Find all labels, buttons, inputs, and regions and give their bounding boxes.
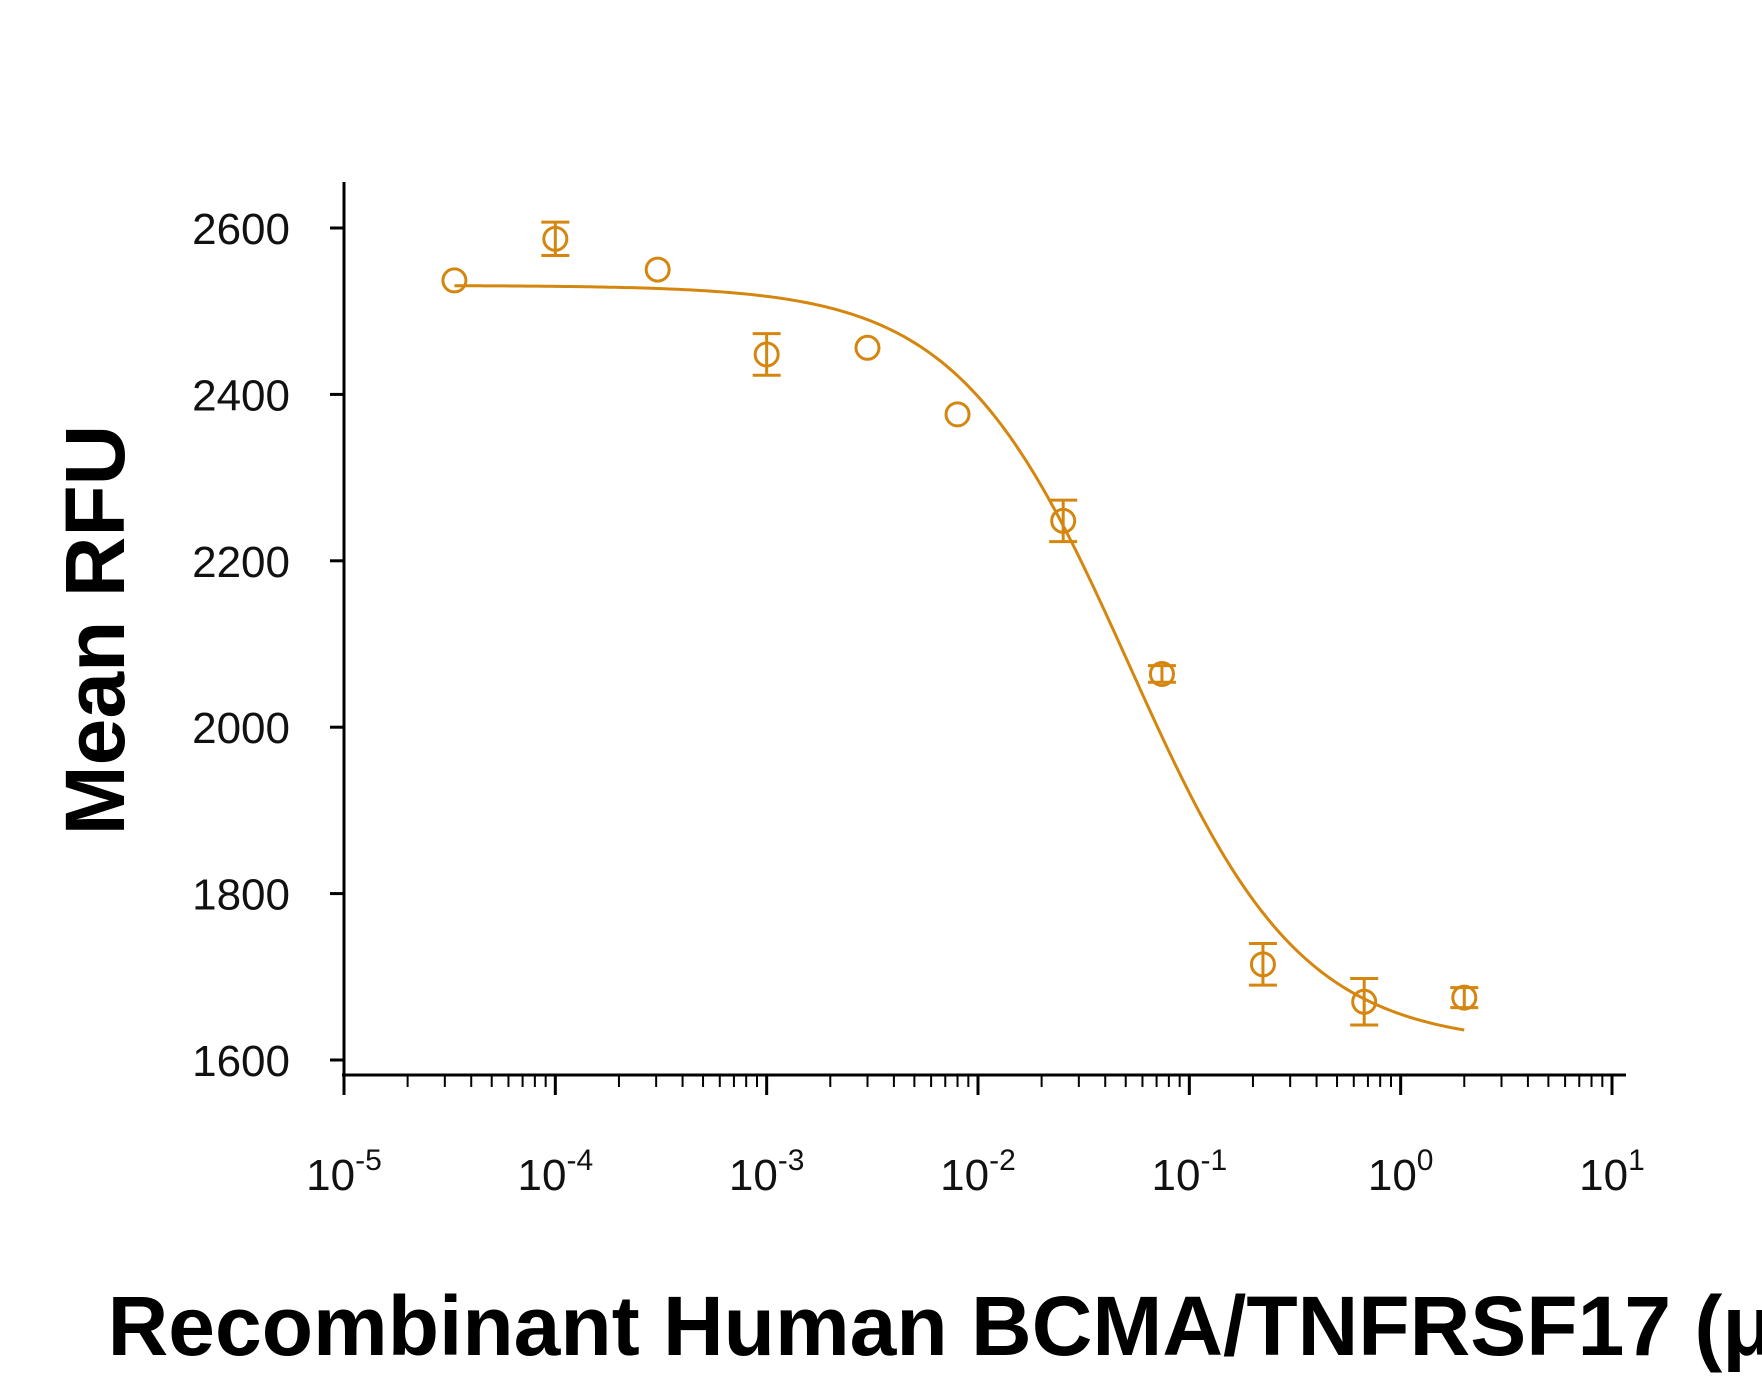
- data-point: [1049, 498, 1078, 544]
- data-point-marker: [854, 334, 881, 361]
- points-layer: [441, 220, 1479, 1027]
- x-axis-title: Recombinant Human BCMA/TNFRSF17 (μg/mL): [108, 1279, 1762, 1373]
- axes: [342, 182, 1626, 1085]
- x-tick-label: 10-1: [1152, 1144, 1228, 1200]
- x-tick-exponent: -4: [566, 1144, 593, 1177]
- x-tick-exponent: -2: [989, 1144, 1016, 1177]
- x-tick-exponent: -5: [355, 1144, 382, 1177]
- data-point: [1248, 942, 1277, 987]
- x-tick-label: 101: [1579, 1144, 1645, 1200]
- x-tick-base: 10: [940, 1151, 989, 1200]
- y-tick-label: 2000: [192, 704, 290, 753]
- x-tick-label: 10-2: [940, 1144, 1016, 1200]
- data-point: [752, 332, 781, 377]
- data-point: [854, 334, 881, 361]
- x-tick-base: 10: [1152, 1151, 1201, 1200]
- x-tick-exponent: -1: [1200, 1144, 1227, 1177]
- data-point-marker: [1451, 984, 1478, 1011]
- y-tick-label: 2600: [192, 205, 290, 254]
- x-tick-exponent: -3: [778, 1144, 805, 1177]
- x-tick-base: 10: [1368, 1151, 1417, 1200]
- x-tick-exponent: 0: [1417, 1144, 1434, 1177]
- y-tick-label: 1600: [192, 1037, 290, 1086]
- x-tick-base: 10: [306, 1151, 355, 1200]
- data-point-marker: [753, 341, 780, 368]
- y-axis-title: Mean RFU: [48, 425, 142, 836]
- x-tick-exponent: 1: [1628, 1144, 1645, 1177]
- data-point-marker: [542, 225, 569, 252]
- data-point-marker: [1148, 660, 1175, 687]
- y-tick-label: 1800: [192, 871, 290, 920]
- x-tick-base: 10: [518, 1151, 567, 1200]
- data-point-marker: [1351, 988, 1378, 1015]
- y-tick-label: 2200: [192, 538, 290, 587]
- data-point: [944, 401, 971, 428]
- x-tick-label: 10-4: [518, 1144, 594, 1200]
- data-point: [1147, 660, 1176, 687]
- data-point: [644, 256, 671, 283]
- x-tick-label: 100: [1368, 1144, 1434, 1200]
- x-tick-label: 10-5: [306, 1144, 382, 1200]
- x-tick-base: 10: [1579, 1151, 1628, 1200]
- x-tick-base: 10: [729, 1151, 778, 1200]
- data-point-marker: [1249, 951, 1276, 978]
- data-point: [1350, 976, 1379, 1027]
- data-point-marker: [644, 256, 671, 283]
- y-tick-label: 2400: [192, 371, 290, 420]
- fit-curve: [454, 284, 1465, 1032]
- x-tick-label: 10-3: [729, 1144, 805, 1200]
- data-point: [541, 220, 570, 257]
- fit-layer: [454, 284, 1465, 1032]
- data-point-marker: [441, 267, 468, 294]
- x-ticks: 10-5 10-4 10-3 10-2 10-1 100 101: [306, 1075, 1645, 1200]
- data-point-marker: [1050, 507, 1077, 534]
- data-point-marker: [944, 401, 971, 428]
- data-point: [441, 267, 468, 294]
- y-ticks: 1600 1800 2000 2200 2400 2600: [192, 205, 344, 1086]
- data-point: [1450, 984, 1479, 1011]
